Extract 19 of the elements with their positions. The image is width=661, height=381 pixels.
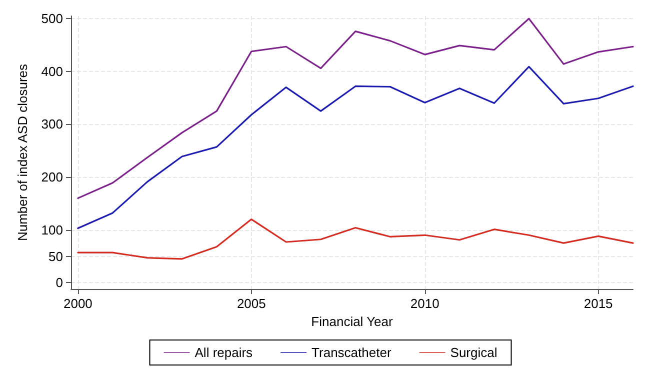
line-series (77, 218, 634, 260)
x-tick-label: 2005 (236, 296, 266, 311)
line-series (77, 66, 634, 230)
y-tick-label: 500 (41, 11, 63, 26)
legend-label: All repairs (194, 345, 254, 360)
line-series (77, 18, 634, 199)
y-axis-title: Number of index ASD closures (15, 63, 30, 242)
legend-label: Surgical (450, 345, 498, 360)
y-tick-label: 400 (41, 64, 63, 79)
y-tick-label: 0 (56, 275, 63, 290)
x-tick-label: 2015 (584, 296, 613, 311)
y-tick-label: 100 (41, 222, 63, 238)
y-tick-label: 300 (41, 116, 63, 132)
x-axis-title: Financial Year (311, 314, 394, 329)
x-tick-label: 2010 (410, 296, 440, 311)
x-tick-label: 2000 (63, 296, 92, 311)
y-tick-label: 200 (41, 170, 63, 185)
y-tick-label: 50 (48, 248, 63, 264)
legend-label: Transcatheter (312, 345, 392, 360)
